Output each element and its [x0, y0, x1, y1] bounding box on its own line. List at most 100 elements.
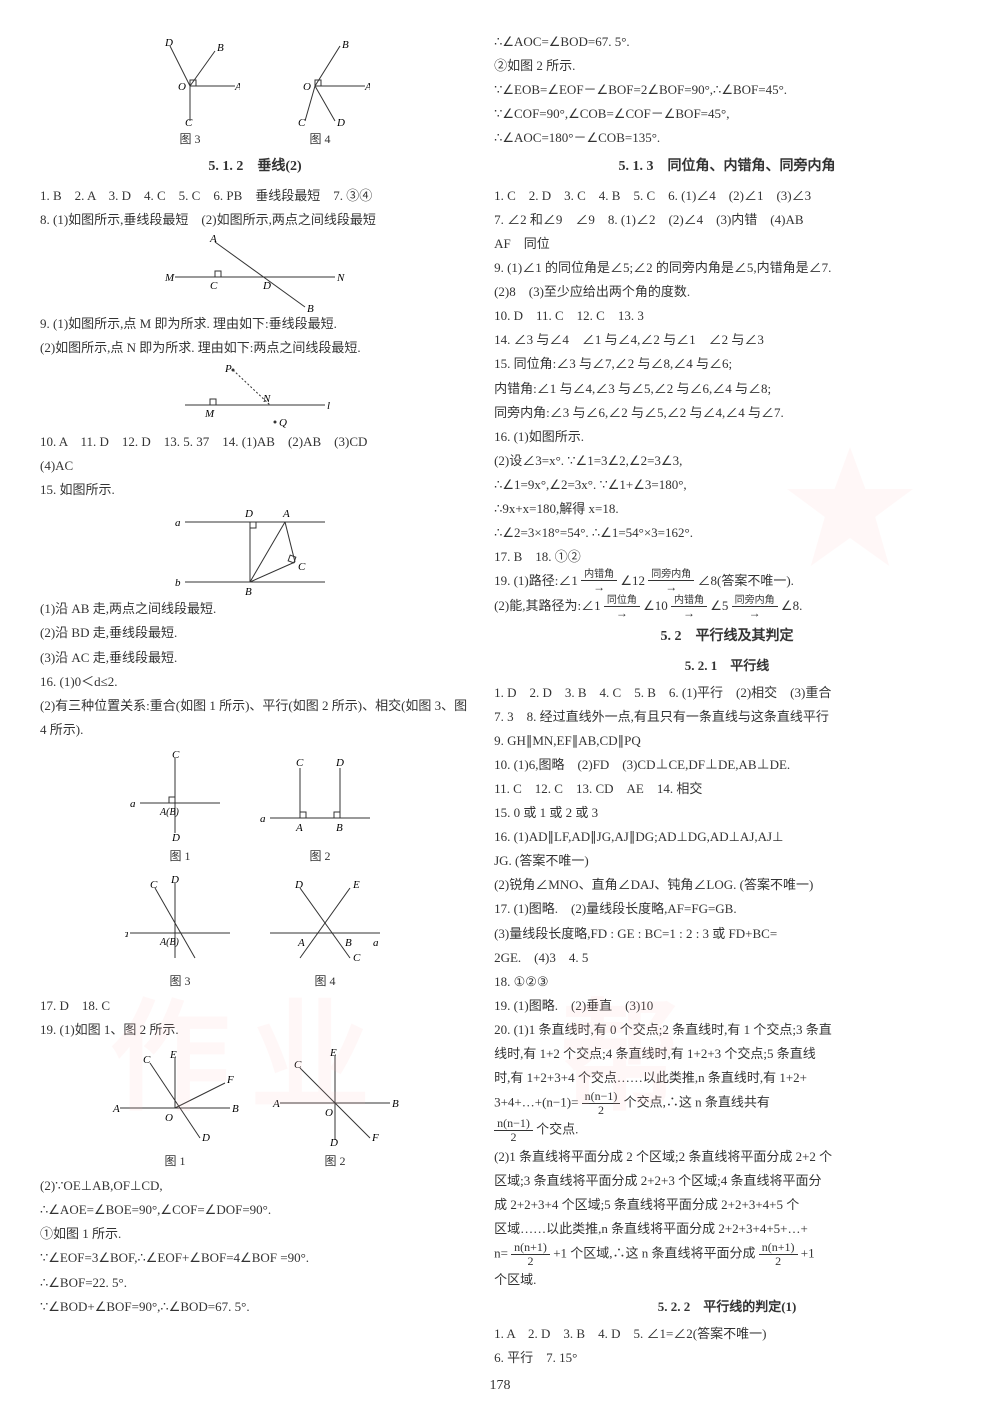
- svg-text:l: l: [327, 400, 330, 412]
- l19-2b: ∴∠AOE=∠BOE=90°,∠COF=∠DOF=90°.: [40, 1198, 470, 1222]
- svg-text:D: D: [244, 508, 253, 520]
- svg-text:A: A: [272, 1098, 280, 1110]
- s513-2b: AF 同位: [494, 232, 960, 256]
- fig4-svg: B A C D O: [270, 36, 370, 126]
- svg-text:A: A: [364, 81, 370, 93]
- svg-text:C: C: [353, 952, 361, 964]
- svg-text:D: D: [201, 1132, 210, 1144]
- svg-text:E: E: [169, 1049, 177, 1061]
- l19: 19. (1)如图 1、图 2 所示.: [40, 1018, 470, 1042]
- frac-1: n(n−1)2: [582, 1090, 621, 1117]
- arrow-2: 同旁内角→: [648, 569, 694, 594]
- s521-12e-post: +1: [801, 1245, 815, 1260]
- fig19-2-svg: AB O E D CF: [270, 1048, 400, 1148]
- svg-text:a: a: [130, 798, 136, 810]
- s521-8: 17. (1)图略. (2)量线段长度略,AF=FG=GB.: [494, 897, 960, 921]
- arrow-3: 同位角→: [604, 595, 640, 620]
- svg-text:M: M: [204, 408, 215, 420]
- s513-9a-pre: 19. (1)路径:∠1: [494, 573, 578, 588]
- fig16-1-svg: a C D A(B): [130, 748, 230, 843]
- svg-text:D: D: [329, 1137, 338, 1148]
- s513-6c: 同旁内角:∠3 与∠6,∠2 与∠5,∠2 与∠4,∠4 与∠7.: [494, 401, 960, 425]
- fig16-4-cap: 图 4: [265, 970, 385, 992]
- section-522-title: 5. 2. 2 平行线的判定(1): [494, 1295, 960, 1319]
- svg-text:F: F: [226, 1074, 234, 1086]
- s521-11: 20. (1)1 条直线时,有 0 个交点;2 条直线时,有 1 个交点;3 条…: [494, 1018, 960, 1042]
- section-513-title: 5. 1. 3 同位角、内错角、同旁内角: [494, 154, 960, 180]
- fig16-4-svg: a DC E AB: [265, 873, 385, 968]
- l15-2: (2)沿 BD 走,垂线段最短.: [40, 621, 470, 645]
- svg-text:E: E: [352, 879, 360, 891]
- section-52-title: 5. 2 平行线及其判定: [494, 624, 960, 650]
- s513-2: 7. ∠2 和∠9 ∠9 8. (1)∠2 (2)∠4 (3)内错 (4)AB: [494, 208, 960, 232]
- s521-7b: JG. (答案不唯一): [494, 849, 960, 873]
- svg-text:B: B: [307, 303, 314, 312]
- fig16-3-cap: 图 3: [125, 970, 235, 992]
- svg-text:a: a: [175, 517, 181, 529]
- s521-11d: 3+4+…+(n−1)= n(n−1)2 个交点,∴这 n 条直线共有: [494, 1090, 960, 1117]
- s521-12f: 个区域.: [494, 1268, 960, 1292]
- svg-text:O: O: [178, 81, 186, 93]
- l19-2a: (2)∵OE⊥AB,OF⊥CD,: [40, 1174, 470, 1198]
- s521-11d-post: 个交点,∴这 n 条直线共有: [624, 1095, 770, 1110]
- svg-text:a: a: [373, 937, 379, 949]
- svg-text:F: F: [371, 1132, 379, 1144]
- svg-text:E: E: [329, 1048, 337, 1059]
- fig19-1-cap: 图 1: [110, 1150, 240, 1172]
- section-521-title: 5. 2. 1 平行线: [494, 654, 960, 678]
- svg-text:a: a: [125, 928, 129, 940]
- svg-text:D: D: [164, 37, 173, 49]
- s513-9a-mid: ∠12: [620, 573, 645, 588]
- fig4: B A C D O 图 4: [270, 36, 370, 150]
- page-content: D B A C O 图 3 B A C D O 图 4: [40, 30, 960, 1360]
- svg-text:B: B: [336, 822, 343, 834]
- fig3-caption: 图 3: [140, 128, 240, 150]
- fig3-svg: D B A C O: [140, 36, 240, 126]
- s513-4: 10. D 11. C 12. C 13. 3: [494, 304, 960, 328]
- fig-row-3-4: D B A C O 图 3 B A C D O 图 4: [40, 36, 470, 150]
- fig19-2: AB O E D CF 图 2: [270, 1048, 400, 1172]
- l19-2d: ∵∠EOF=3∠BOF,∴∠EOF+∠BOF=4∠BOF =90°.: [40, 1246, 470, 1270]
- s521-9: 18. ①②③: [494, 970, 960, 994]
- svg-text:B: B: [232, 1103, 239, 1115]
- svg-text:A: A: [112, 1103, 120, 1115]
- s513-6: 15. 同位角:∠3 与∠7,∠2 与∠8,∠4 与∠6;: [494, 352, 960, 376]
- fig16-2-svg: a CA DB: [260, 748, 380, 843]
- fig3: D B A C O 图 3: [140, 36, 240, 150]
- fig-row-1-2: a C D A(B) 图 1 a CA DB 图 2: [40, 748, 470, 867]
- s513-9b-end: ∠8.: [781, 598, 802, 613]
- l512-2: 8. (1)如图所示,垂线段最短 (2)如图所示,两点之间线段最短: [40, 208, 470, 232]
- svg-text:N: N: [262, 393, 271, 405]
- svg-text:A(B): A(B): [159, 807, 180, 818]
- svg-text:C: C: [298, 561, 306, 573]
- s522-2: 6. 平行 7. 15°: [494, 1346, 960, 1370]
- svg-text:A: A: [282, 508, 290, 520]
- svg-text:C: C: [150, 879, 158, 891]
- s521-3: 9. GH∥MN,EF∥AB,CD∥PQ: [494, 729, 960, 753]
- s513-9b-pre: (2)能,其路径为:∠1: [494, 598, 601, 613]
- l16-2: (2)有三种位置关系:重合(如图 1 所示)、平行(如图 2 所示)、相交(如图…: [40, 694, 470, 742]
- s521-11d-pre: 3+4+…+(n−1)=: [494, 1095, 578, 1110]
- svg-text:O: O: [303, 81, 311, 93]
- svg-text:B: B: [217, 42, 224, 54]
- l512-1: 1. B 2. A 3. D 4. C 5. C 6. PB 垂线段最短 7. …: [40, 184, 470, 208]
- l19-2e: ∴∠BOF=22. 5°.: [40, 1271, 470, 1295]
- svg-text:B: B: [245, 586, 252, 597]
- s521-7: 16. (1)AD∥LF,AD∥JG,AJ∥DG;AD⊥DG,AD⊥AJ,AJ⊥: [494, 825, 960, 849]
- svg-text:D: D: [262, 280, 271, 292]
- l15-3: (3)沿 AC 走,垂线段最短.: [40, 646, 470, 670]
- s513-9b-m2: ∠5: [710, 598, 728, 613]
- fig16-1: a C D A(B) 图 1: [130, 748, 230, 867]
- l16: 16. (1)0＜d≤2.: [40, 670, 470, 694]
- frac-2: n(n−1)2: [494, 1117, 533, 1144]
- svg-text:M: M: [164, 272, 175, 284]
- s521-11e: n(n−1)2 个交点.: [494, 1117, 960, 1144]
- r5: ∴∠AOC=180°－∠COB=135°.: [494, 126, 960, 150]
- svg-text:D: D: [335, 757, 344, 769]
- s521-4: 10. (1)6,图略 (2)FD (3)CD⊥CE,DF⊥DE,AB⊥DE.: [494, 753, 960, 777]
- r2: ②如图 2 所示.: [494, 54, 960, 78]
- fig16-1-cap: 图 1: [130, 845, 230, 867]
- svg-text:b: b: [175, 577, 181, 589]
- s521-12e-mid: +1 个区域,∴这 n 条直线将平面分成: [553, 1245, 755, 1260]
- s513-3: 9. (1)∠1 的同位角是∠5;∠2 的同旁内角是∠5,内错角是∠7.: [494, 256, 960, 280]
